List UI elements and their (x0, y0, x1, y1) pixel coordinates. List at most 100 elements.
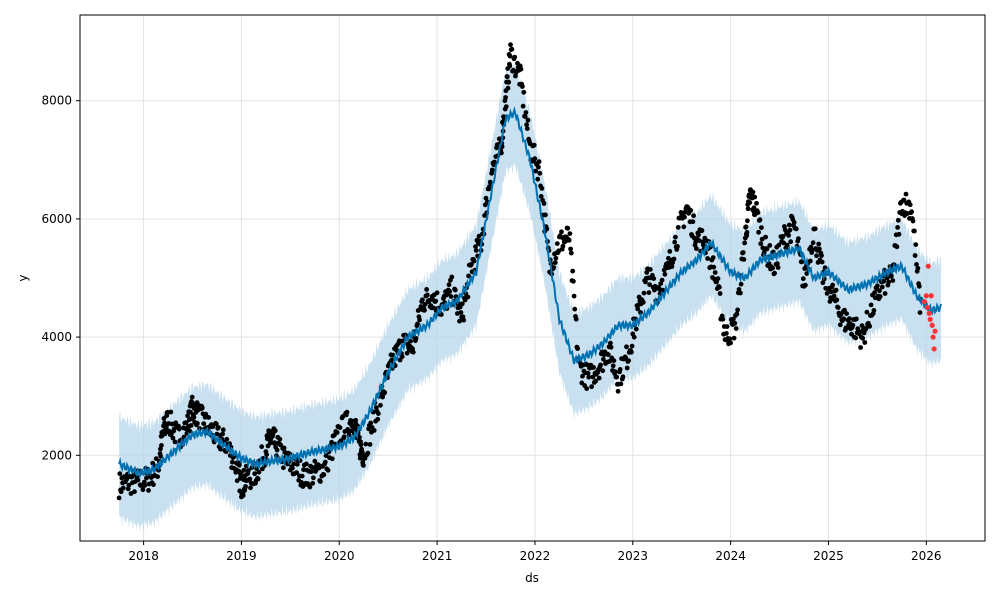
observed-point-1205 (890, 278, 896, 283)
observed-point-1130 (837, 322, 843, 328)
observed-point-130 (191, 414, 197, 420)
observed-point-1172 (867, 323, 873, 329)
observed-point-630 (503, 95, 508, 100)
observed-point-680 (533, 168, 538, 174)
observed-point-1239 (914, 262, 919, 267)
observed-point-574 (469, 262, 474, 267)
observed-point-1013 (756, 229, 761, 235)
observed-point-0 (116, 495, 122, 501)
x-ticks: 2018 2019 2020 2021 2022 2023 2024 2025 2026 (128, 541, 942, 563)
observed-point-1211 (894, 244, 900, 250)
forecast-line-group (118, 106, 942, 480)
observed-point-523 (433, 298, 439, 304)
observed-point-1070 (796, 236, 801, 242)
observed-point-242 (256, 469, 262, 475)
observed-point-1077 (800, 276, 806, 282)
observed-point-62 (158, 446, 163, 452)
observed-point-651 (513, 73, 518, 79)
observed-point-1183 (875, 283, 880, 289)
observed-point-1125 (834, 297, 840, 303)
observed-point-760 (589, 384, 594, 390)
observed-point-1040 (775, 261, 780, 267)
observed-point-1186 (877, 288, 882, 294)
observed-point-1018 (759, 236, 765, 242)
observed-point-507 (422, 307, 427, 313)
observed-point-661 (520, 84, 525, 89)
y-tick-label-3: 8000 (41, 94, 72, 108)
observed-point-1064 (791, 220, 797, 225)
observed-point-969 (735, 307, 740, 313)
observed-point-241 (255, 476, 261, 482)
observed-point-397 (353, 417, 359, 423)
observed-point-1238 (913, 242, 919, 248)
observed-point-34 (140, 487, 146, 493)
observed-point-711 (554, 241, 560, 247)
observed-point-958 (727, 336, 733, 342)
observed-point-865 (662, 271, 668, 277)
observed-point-726 (565, 225, 571, 231)
observed-point-1115 (827, 299, 833, 304)
observed-point-818 (629, 343, 635, 349)
observed-point-910 (694, 246, 699, 252)
observed-point-1213 (895, 217, 901, 223)
observed-point-941 (715, 276, 721, 281)
observed-point-791 (610, 363, 616, 369)
observed-point-604 (489, 167, 495, 173)
observed-point-217 (241, 467, 247, 473)
observed-point-810 (624, 344, 629, 350)
observed-point-306 (291, 461, 297, 467)
observed-point-349 (321, 472, 327, 478)
observed-point-948 (720, 316, 726, 322)
observed-point-1080 (803, 282, 808, 288)
observed-point-821 (631, 334, 637, 340)
observed-point-794 (612, 369, 618, 375)
observed-point-48 (150, 460, 156, 466)
observed-point-91 (170, 435, 176, 441)
observed-point-55 (155, 474, 161, 480)
observed-point-331 (308, 469, 314, 475)
observed-point-495 (413, 336, 419, 341)
uncertainty-band (119, 62, 941, 533)
observed-point-637 (505, 85, 511, 91)
observed-point-935 (711, 264, 717, 270)
observed-point-504 (420, 297, 425, 303)
observed-point-310 (294, 470, 299, 475)
observed-point-776 (600, 368, 606, 374)
observed-point-94 (172, 439, 178, 445)
observed-point-500 (417, 317, 422, 323)
observed-point-230 (248, 485, 253, 491)
observed-point-879 (672, 239, 678, 245)
observed-point-368 (334, 430, 340, 435)
observed-point-435 (371, 428, 377, 433)
x-tick-label-6: 2024 (715, 549, 746, 563)
observed-point-755 (585, 370, 591, 376)
observed-point-920 (701, 242, 706, 248)
observed-point-236 (252, 471, 258, 477)
observed-point-986 (745, 218, 750, 224)
recent-point-3 (925, 263, 931, 269)
observed-point-973 (738, 290, 743, 296)
observed-point-643 (507, 53, 513, 59)
observed-point-570 (466, 273, 471, 279)
observed-point-686 (537, 170, 543, 176)
observed-point-429 (367, 442, 373, 447)
recent-point-2 (924, 304, 930, 311)
observed-point-849 (651, 276, 657, 281)
observed-point-1139 (844, 311, 849, 316)
recent-point-8 (930, 334, 936, 340)
observed-point-747 (580, 373, 585, 379)
observed-point-277 (272, 440, 277, 445)
observed-point-659 (518, 66, 524, 72)
observed-point-543 (447, 289, 453, 294)
observed-point-1199 (886, 279, 891, 285)
observed-point-1007 (752, 194, 758, 200)
observed-point-1158 (857, 329, 863, 335)
observed-point-668 (524, 126, 530, 131)
observed-point-304 (290, 465, 295, 471)
observed-point-63 (158, 453, 164, 459)
grid (80, 15, 985, 541)
observed-point-1119 (830, 282, 836, 288)
observed-point-830 (638, 310, 643, 315)
observed-point-1234 (910, 218, 916, 224)
